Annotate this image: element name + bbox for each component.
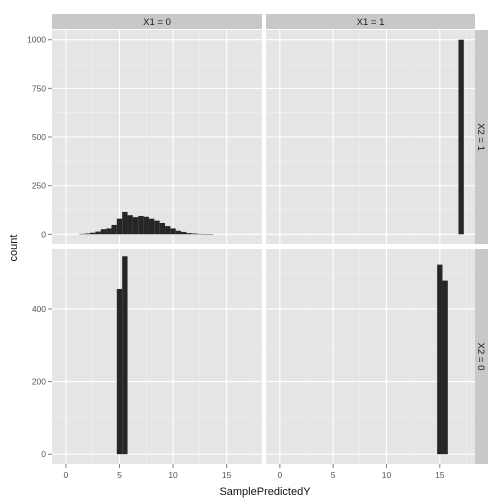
histogram-bar: [116, 218, 123, 235]
histogram-bar: [170, 228, 176, 235]
row-strip-label: X2 = 1: [475, 123, 486, 151]
x-axis-title: SamplePredictedY: [219, 486, 311, 498]
histogram-bar: [165, 226, 171, 235]
histogram-bar: [132, 217, 139, 235]
col-strip-background: [266, 14, 475, 29]
y-tick-label: 200: [32, 377, 46, 387]
axes-layer: 0 250 500 750 1000 0 200 400 0 5 10 15 0 5 10 15: [27, 35, 445, 480]
col-strip-background: [52, 14, 262, 29]
histogram-bar: [122, 256, 128, 455]
y-tick-label: 500: [32, 132, 46, 142]
histogram-bar: [84, 233, 91, 235]
histogram-bar: [143, 216, 149, 235]
y-tick-label: 250: [32, 181, 46, 191]
histogram-bar: [186, 233, 192, 235]
strips-layer: X1 = 0 X1 = 1 X2 = 1 X2 = 0: [52, 14, 488, 464]
histogram-bar: [437, 264, 443, 455]
x-tick-label: 15: [222, 470, 232, 480]
histogram-bar: [95, 231, 101, 235]
col-strip-label: X1 = 1: [357, 17, 385, 28]
y-tick-label: 0: [41, 449, 46, 459]
x-tick-label: 0: [277, 470, 282, 480]
histogram-bar: [442, 280, 448, 455]
row-strip-background: [475, 249, 488, 464]
histogram-bar: [159, 222, 166, 235]
histogram-bar: [191, 233, 198, 235]
x-tick-label: 10: [168, 470, 178, 480]
y-tick-label: 0: [41, 229, 46, 239]
y-tick-label: 400: [32, 304, 46, 314]
panel-background: [52, 249, 262, 464]
y-axis-title: count: [8, 235, 20, 262]
histogram-bar: [122, 211, 128, 235]
panels-layer: [52, 30, 475, 464]
histogram-bar: [111, 224, 117, 235]
histogram-bar: [154, 220, 160, 235]
histogram-bar: [175, 230, 182, 235]
bars-layer: [79, 39, 464, 455]
histogram-bar: [116, 288, 123, 455]
col-strip-label: X1 = 0: [143, 17, 171, 28]
histogram-bar: [100, 229, 107, 235]
histogram-bar: [148, 218, 155, 235]
x-tick-label: 5: [117, 470, 122, 480]
x-tick-label: 5: [331, 470, 336, 480]
histogram-bar: [106, 228, 112, 235]
x-tick-label: 0: [64, 470, 69, 480]
row-strip-background: [475, 30, 488, 244]
x-tick-label: 15: [435, 470, 445, 480]
row-strip-label: X2 = 0: [475, 343, 486, 371]
histogram-bar: [127, 215, 133, 235]
histogram-bar: [138, 215, 144, 235]
histogram-bar: [181, 231, 187, 235]
y-tick-label: 750: [32, 83, 46, 93]
histogram-bar: [90, 232, 96, 235]
histogram-bar: [458, 39, 464, 235]
y-tick-label: 1000: [27, 35, 46, 45]
x-tick-label: 10: [382, 470, 392, 480]
